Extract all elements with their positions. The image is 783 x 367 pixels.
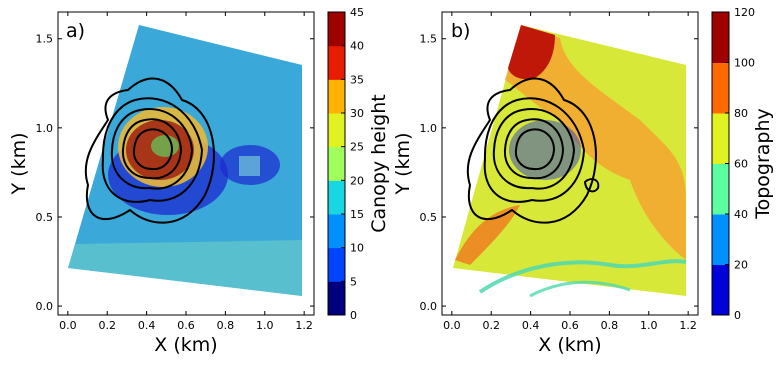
colorbar-tick-label: 40 — [734, 208, 748, 221]
x-tick-label: 0.0 — [59, 319, 77, 332]
contour-a-1 — [84, 77, 215, 224]
colorbar-segment — [328, 146, 345, 181]
topography-peak — [508, 25, 555, 80]
colorbar-segment — [712, 214, 729, 265]
colorbar-tick-label: 100 — [734, 57, 755, 70]
colorbar-tick-label: 0 — [350, 309, 357, 322]
colorbar-tick-label: 40 — [350, 40, 364, 53]
x-tick-label: 1.2 — [679, 319, 697, 332]
contour-b-1 — [466, 77, 597, 224]
y-tick-label: 0.0 — [36, 300, 54, 313]
y-axis-label: Y (km) — [392, 133, 414, 196]
colorbar-label: Canopy height — [368, 94, 390, 232]
colorbar-tick-label: 20 — [350, 174, 364, 187]
contour-b-4 — [503, 118, 565, 180]
colorbar-segment — [328, 281, 345, 316]
colorbar-tick-label: 0 — [734, 309, 741, 322]
colorbar-tick-label: 35 — [350, 73, 364, 86]
colorbar-segment — [712, 264, 729, 316]
colorbar-tick-label: 60 — [734, 158, 748, 171]
x-tick-label: 0.6 — [561, 319, 579, 332]
panel-a — [68, 25, 302, 296]
canopy-stand-core — [151, 135, 179, 157]
contour-b-6 — [583, 178, 600, 193]
y-tick-label: 0.5 — [420, 211, 438, 224]
topography-field — [453, 25, 687, 298]
x-axis-label: X (km) — [538, 334, 601, 356]
contour-b-2 — [483, 97, 586, 203]
colorbar-segment — [328, 180, 345, 215]
x-tick-label: 1.0 — [640, 319, 658, 332]
contour-a-5 — [132, 128, 174, 171]
x-tick-label: 0.0 — [443, 319, 461, 332]
contour-a-4 — [121, 118, 183, 180]
colorbar-tick-label: 20 — [734, 259, 748, 272]
colorbar-segment — [328, 214, 345, 249]
colorbar: 0 20 40 60 80 100 120 Topography — [711, 6, 774, 322]
contours-b — [466, 77, 600, 224]
colorbar-segment — [712, 62, 729, 114]
colorbar-segment — [712, 163, 729, 215]
canopy-clearing-square — [239, 156, 260, 176]
contour-b-5 — [514, 128, 556, 171]
axes-layer: 0.0 0.2 0.4 0.6 0.8 1.0 1.2 0.0 0.5 1.0 1.5 X (km) Y… — [8, 6, 774, 356]
colorbar-segment — [328, 113, 345, 148]
x-tick-label: 0.8 — [217, 319, 235, 332]
y-tick-label: 0.0 — [420, 300, 438, 313]
colorbar-tick-label: 5 — [350, 275, 357, 288]
x-axis-label: X (km) — [154, 334, 217, 356]
contour-a-3 — [110, 107, 194, 190]
colorbar-tick-label: 25 — [350, 141, 364, 154]
colorbar-tick-label: 80 — [734, 107, 748, 120]
x-tick-label: 0.2 — [98, 319, 116, 332]
x-tick-label: 0.2 — [482, 319, 500, 332]
colorbar-tick-label: 30 — [350, 107, 364, 120]
x-tick-label: 0.6 — [177, 319, 195, 332]
contours-a — [84, 77, 215, 224]
colorbar-segment — [328, 247, 345, 282]
colorbar-label: Topography — [752, 108, 774, 220]
colorbar-segment — [328, 79, 345, 114]
topography-stand-low — [509, 120, 581, 180]
colorbar-tick-label: 120 — [734, 6, 755, 19]
axes-a: 0.0 0.2 0.4 0.6 0.8 1.0 1.2 0.0 0.5 1.0 1.5 X (km) Y… — [8, 6, 390, 356]
colorbar: 0 5 10 15 20 25 30 35 40 45 Canopy height — [327, 6, 390, 322]
y-tick-label: 1.5 — [36, 33, 54, 46]
y-tick-label: 1.0 — [36, 122, 54, 135]
colorbar-tick-label: 10 — [350, 242, 364, 255]
topography-channel-1 — [478, 259, 687, 294]
colorbar-segment — [712, 113, 729, 164]
contour-b-3 — [492, 107, 576, 190]
x-tick-label: 0.4 — [138, 319, 156, 332]
y-tick-label: 1.5 — [420, 33, 438, 46]
panel-b — [453, 25, 687, 298]
y-tick-label: 0.5 — [36, 211, 54, 224]
topography-channel-2 — [529, 280, 631, 298]
colorbar-segment — [712, 12, 729, 63]
x-tick-label: 0.8 — [601, 319, 619, 332]
colorbar-segment — [328, 12, 345, 47]
x-tick-label: 1.0 — [256, 319, 274, 332]
panel-label: b) — [451, 20, 470, 42]
canopy-lower-band — [68, 240, 302, 296]
y-axis-label: Y (km) — [8, 133, 30, 196]
y-tick-label: 1.0 — [420, 122, 438, 135]
colorbar-tick-label: 15 — [350, 208, 364, 221]
x-tick-label: 0.4 — [522, 319, 540, 332]
colorbar-tick-label: 45 — [350, 6, 364, 19]
colorbar-frame — [327, 11, 346, 316]
contour-a-2 — [101, 97, 204, 203]
x-tick-label: 1.2 — [295, 319, 313, 332]
topography-ridge-west — [455, 205, 520, 265]
colorbar-segment — [328, 45, 345, 80]
panel-label: a) — [66, 20, 85, 42]
axes-b: 0.0 0.2 0.4 0.6 0.8 1.0 1.2 0.0 0.5 1.0 1.5 X (km) Y… — [392, 6, 774, 356]
